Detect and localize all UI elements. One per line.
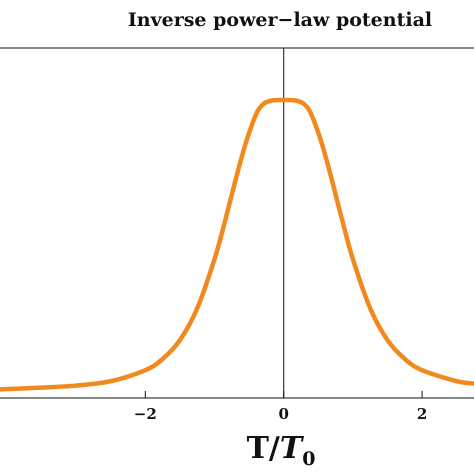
x-axis-label-main: T/	[247, 431, 280, 466]
chart-title: Inverse power−law potential	[128, 9, 432, 31]
x-tick-label: 2	[417, 405, 427, 423]
x-ticks: −2 0 2	[134, 391, 427, 423]
series-line	[0, 97, 474, 392]
x-axis-label-subscript: 0	[302, 448, 315, 470]
x-axis-label-italic: T	[280, 431, 305, 466]
series-layer	[0, 97, 474, 392]
x-tick-label: −2	[134, 405, 157, 423]
x-tick-label: 0	[278, 405, 288, 423]
x-axis-label: T/T0	[247, 431, 316, 470]
